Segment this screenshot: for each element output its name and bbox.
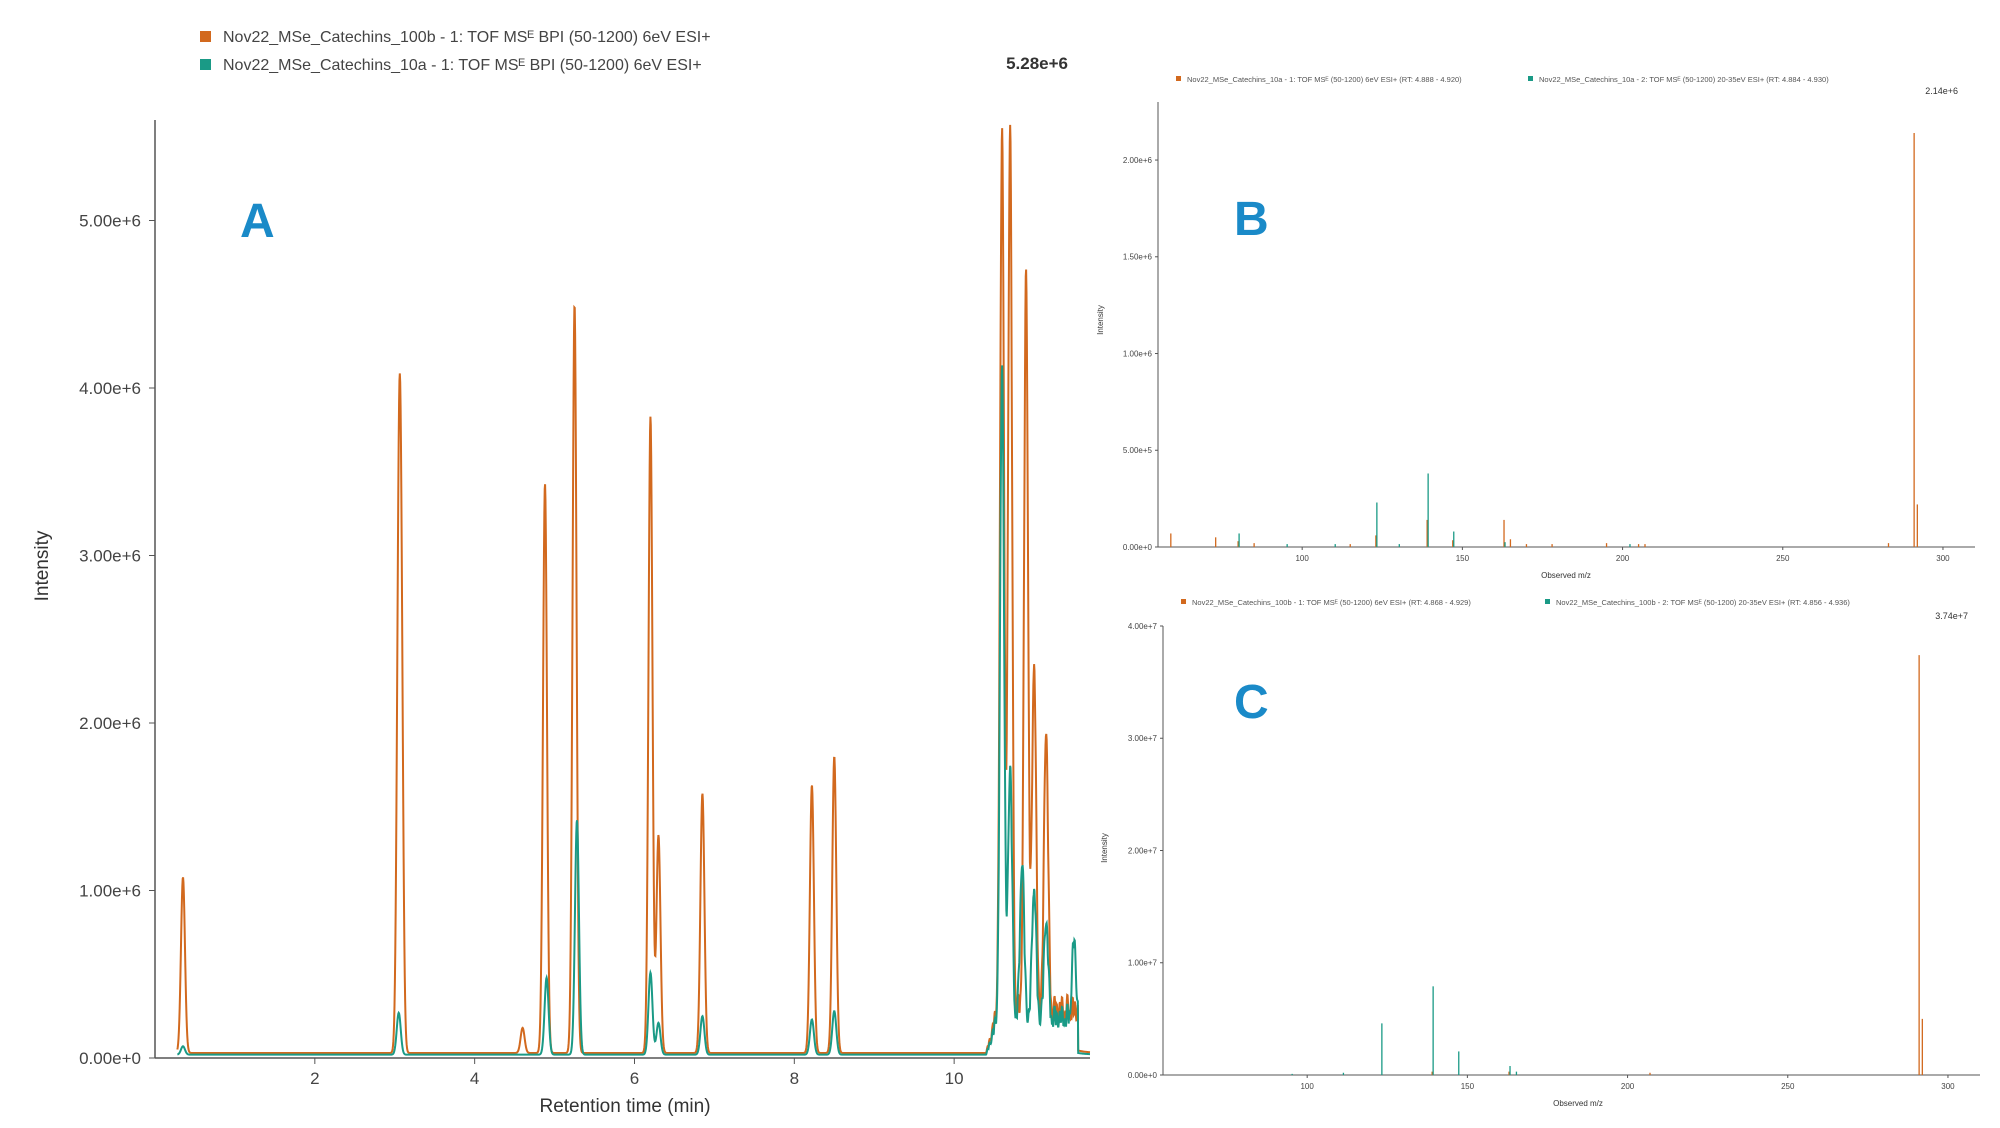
x-tick-label-a-1: 4	[470, 1069, 479, 1088]
x-tick-label-a-0: 2	[310, 1069, 319, 1088]
y-tick-label-a-0: 0.00e+0	[79, 1049, 141, 1068]
y-tick-label-c-3: 3.00e+7	[1128, 734, 1158, 743]
y-tick-label-c-0: 0.00e+0	[1128, 1071, 1158, 1080]
legend-label-b-0: Nov22_MSe_Catechins_10a - 1: TOF MSᴱ (50…	[1187, 75, 1462, 84]
y-tick-label-b-3: 1.50e+6	[1123, 253, 1153, 262]
x-tick-label-b-4: 300	[1936, 554, 1950, 563]
x-tick-label-b-3: 250	[1776, 554, 1790, 563]
y-tick-label-b-1: 5.00e+5	[1123, 446, 1153, 455]
max-label-c: 3.74e+7	[1935, 611, 1968, 621]
panel-label-a: A	[240, 195, 275, 248]
legend-swatch-c-1	[1545, 599, 1550, 604]
y-axis-label-b: Intensity	[1096, 305, 1105, 335]
x-tick-label-c-4: 300	[1941, 1082, 1955, 1091]
panel-label-c: C	[1234, 676, 1269, 729]
legend-swatch-b-1	[1528, 76, 1533, 81]
max-label-a: 5.28e+6	[1006, 54, 1068, 73]
series-line-a-orange	[176, 124, 1091, 1054]
y-tick-label-b-2: 1.00e+6	[1123, 349, 1153, 358]
y-tick-label-a-2: 2.00e+6	[79, 714, 141, 733]
y-tick-label-c-2: 2.00e+7	[1128, 846, 1158, 855]
y-tick-label-b-4: 2.00e+6	[1123, 156, 1153, 165]
y-tick-label-c-1: 1.00e+7	[1128, 959, 1158, 968]
x-tick-label-b-2: 200	[1616, 554, 1630, 563]
legend-swatch-a-1	[200, 59, 211, 70]
max-label-b: 2.14e+6	[1925, 86, 1958, 96]
legend-label-a-0: Nov22_MSe_Catechins_100b - 1: TOF MSᴱ BP…	[223, 29, 711, 46]
x-tick-label-a-2: 6	[630, 1069, 639, 1088]
legend-swatch-c-0	[1181, 599, 1186, 604]
x-axis-label-a: Retention time (min)	[539, 1096, 710, 1117]
panel-b: Nov22_MSe_Catechins_10a - 1: TOF MSᴱ (50…	[1096, 75, 1975, 580]
x-tick-label-c-0: 100	[1300, 1082, 1314, 1091]
series-line-a-teal	[177, 365, 1091, 1056]
y-tick-label-b-0: 0.00e+0	[1123, 543, 1153, 552]
legend-swatch-a-0	[200, 31, 211, 42]
y-axis-label-c: Intensity	[1100, 833, 1109, 863]
y-tick-label-a-4: 4.00e+6	[79, 379, 141, 398]
y-tick-label-a-3: 3.00e+6	[79, 546, 141, 565]
y-tick-label-c-4: 4.00e+7	[1128, 622, 1158, 631]
y-tick-label-a-1: 1.00e+6	[79, 881, 141, 900]
panel-label-b: B	[1234, 193, 1269, 246]
legend-label-c-0: Nov22_MSe_Catechins_100b - 1: TOF MSᴱ (5…	[1192, 598, 1471, 607]
x-tick-label-a-4: 10	[945, 1069, 964, 1088]
legend-label-a-1: Nov22_MSe_Catechins_10a - 1: TOF MSᴱ BPI…	[223, 57, 702, 74]
x-tick-label-b-0: 100	[1295, 554, 1309, 563]
x-tick-label-c-2: 200	[1621, 1082, 1635, 1091]
legend-label-b-1: Nov22_MSe_Catechins_10a - 2: TOF MSᴱ (50…	[1539, 75, 1829, 84]
x-tick-label-c-3: 250	[1781, 1082, 1795, 1091]
x-tick-label-a-3: 8	[790, 1069, 799, 1088]
legend-label-c-1: Nov22_MSe_Catechins_100b - 2: TOF MSᴱ (5…	[1556, 598, 1850, 607]
x-axis-label-c: Observed m/z	[1553, 1099, 1603, 1108]
x-axis-label-b: Observed m/z	[1541, 571, 1591, 580]
y-tick-label-a-5: 5.00e+6	[79, 211, 141, 230]
panel-a: Nov22_MSe_Catechins_100b - 1: TOF MSᴱ BP…	[32, 29, 1091, 1117]
panel-c: Nov22_MSe_Catechins_100b - 1: TOF MSᴱ (5…	[1100, 598, 1980, 1108]
y-axis-label-a: Intensity	[32, 530, 53, 601]
x-tick-label-b-1: 150	[1456, 554, 1470, 563]
legend-swatch-b-0	[1176, 76, 1181, 81]
x-tick-label-c-1: 150	[1461, 1082, 1475, 1091]
